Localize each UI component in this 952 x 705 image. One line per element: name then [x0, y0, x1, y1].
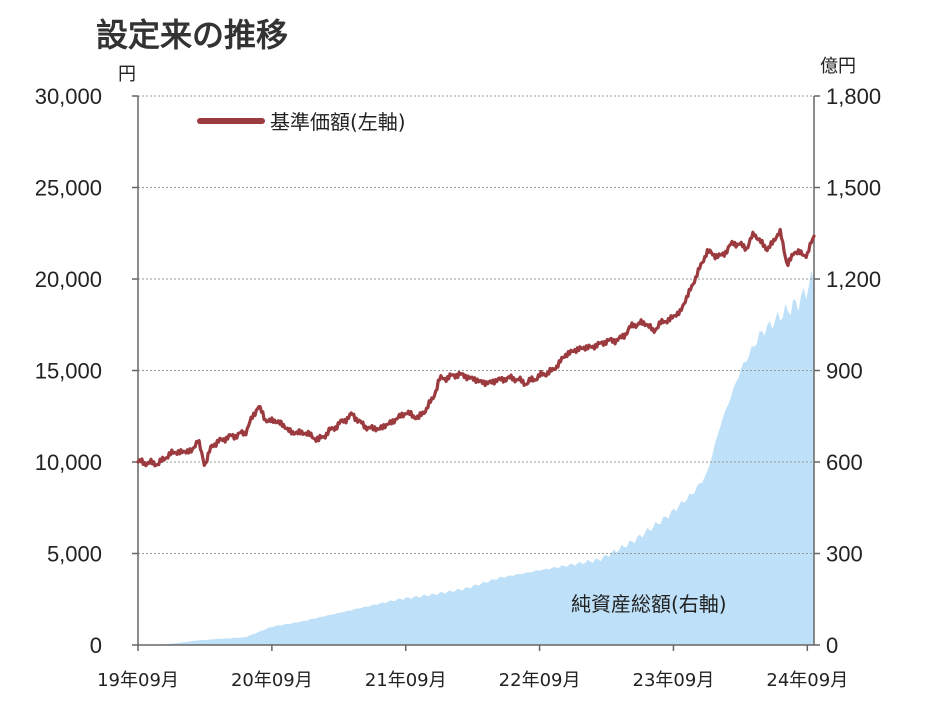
- left-axis-unit: 円: [118, 64, 136, 85]
- nav-line: [136, 227, 816, 468]
- right-tick-label: 1,500: [826, 176, 881, 201]
- right-tick-label: 1,200: [826, 267, 881, 292]
- left-tick-label: 20,000: [35, 267, 102, 292]
- left-tick-label: 0: [90, 633, 102, 658]
- axis-layer: [132, 95, 820, 651]
- x-tick-label: 21年09月: [365, 670, 447, 691]
- legend-label: 基準価額(左軸): [270, 110, 406, 134]
- right-tick-label: 1,800: [826, 84, 881, 109]
- left-tick-label: 25,000: [35, 176, 102, 201]
- right-tick-label: 600: [826, 450, 863, 475]
- right-tick-label: 0: [826, 633, 838, 658]
- right-tick-label: 300: [826, 542, 863, 567]
- left-tick-label: 10,000: [35, 450, 102, 475]
- grid-layer: [138, 95, 814, 554]
- x-tick-label: 22年09月: [499, 670, 581, 691]
- x-tick-label: 24年09月: [766, 670, 848, 691]
- assets-annotation: 純資産総額(右軸): [571, 592, 727, 616]
- left-tick-label: 30,000: [35, 84, 102, 109]
- right-tick-label: 900: [826, 359, 863, 384]
- left-tick-label: 15,000: [35, 359, 102, 384]
- x-tick-label: 23年09月: [633, 670, 715, 691]
- assets-area: [138, 270, 814, 645]
- left-tick-label: 5,000: [47, 542, 102, 567]
- right-axis-unit: 億円: [820, 56, 856, 77]
- x-tick-label: 20年09月: [231, 670, 313, 691]
- text-layer: 0 0 5,000 300 10,000 600 15,000 900 20,000 1,200 2…: [35, 56, 881, 691]
- nav-line-layer: [136, 227, 816, 468]
- assets-area-layer: [138, 270, 814, 645]
- x-tick-label: 19年09月: [97, 670, 179, 691]
- chart-title: 設定来の推移: [96, 16, 289, 54]
